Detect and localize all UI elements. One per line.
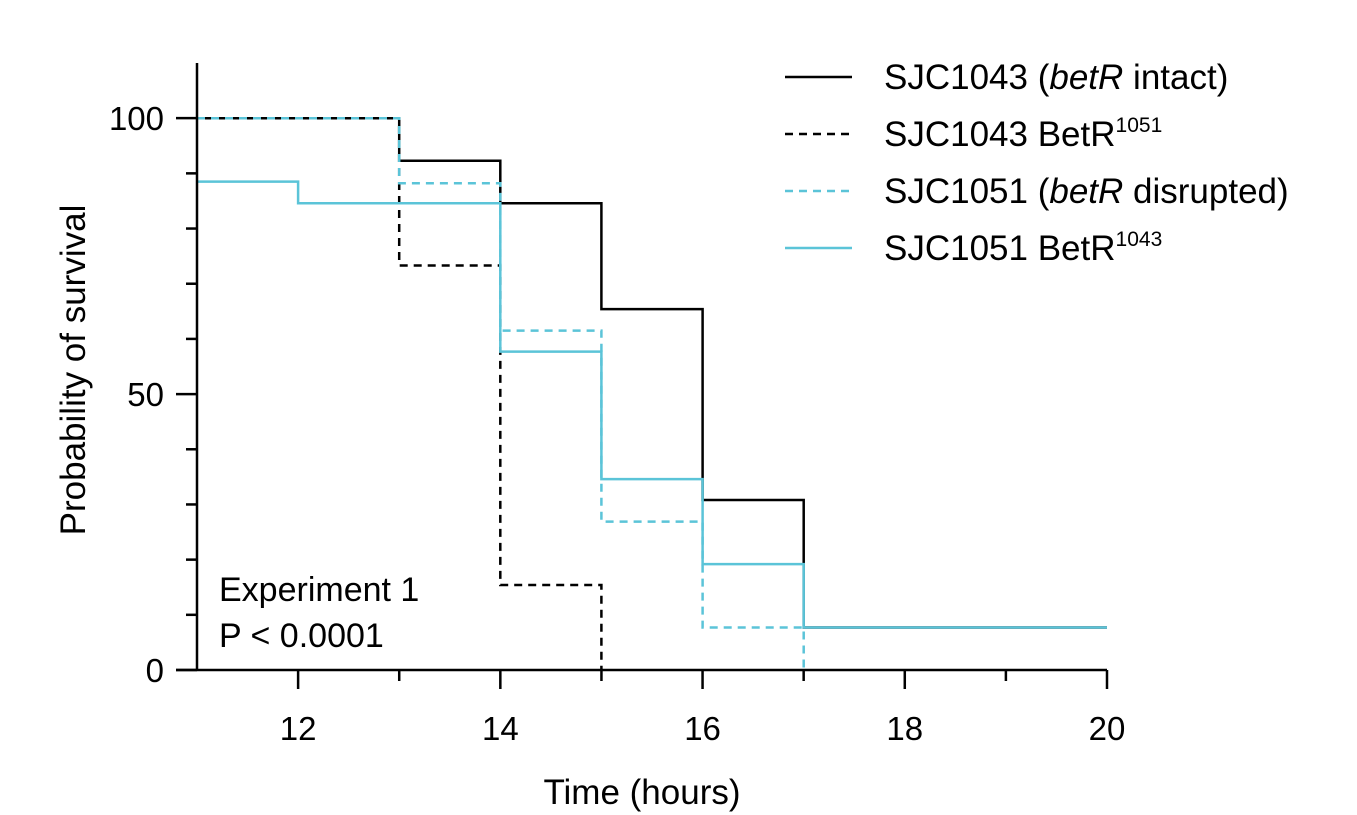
x-tick-label: 16 bbox=[684, 710, 721, 747]
legend-label: SJC1051 BetR1043 bbox=[884, 228, 1162, 268]
y-tick-label: 0 bbox=[146, 652, 164, 689]
y-tick-label: 50 bbox=[127, 376, 164, 413]
y-axis-title: Probability of survival bbox=[54, 205, 93, 536]
ticks-layer: 12 14 16 18 20 0 50 100 bbox=[109, 100, 1125, 747]
x-tick-label: 12 bbox=[280, 710, 317, 747]
x-tick-label: 14 bbox=[482, 710, 519, 747]
annotation-experiment: Experiment 1 bbox=[219, 571, 419, 609]
legend-label: SJC1043 (betR intact) bbox=[884, 58, 1228, 97]
x-tick-label: 20 bbox=[1089, 710, 1126, 747]
legend-item-3: SJC1051 (betR disrupted) bbox=[785, 172, 1289, 211]
series-layer bbox=[197, 116, 1107, 670]
series-line-3 bbox=[197, 116, 805, 670]
x-axis-title: Time (hours) bbox=[543, 773, 740, 812]
axes-layer bbox=[176, 63, 1107, 672]
legend-item-1: SJC1043 (betR intact) bbox=[785, 58, 1228, 97]
annotation-p-value: P < 0.0001 bbox=[219, 617, 384, 655]
series-line-1 bbox=[197, 116, 1107, 629]
series-line-4 bbox=[197, 180, 1107, 629]
legend-item-4: SJC1051 BetR1043 bbox=[785, 228, 1162, 268]
legend: SJC1043 (betR intact) SJC1043 BetR1051 SJC… bbox=[785, 58, 1289, 268]
legend-label: SJC1051 (betR disrupted) bbox=[884, 172, 1289, 211]
y-tick-label: 100 bbox=[109, 100, 164, 137]
x-tick-label: 18 bbox=[886, 710, 923, 747]
legend-item-2: SJC1043 BetR1051 bbox=[785, 114, 1162, 154]
legend-label: SJC1043 BetR1051 bbox=[884, 114, 1162, 154]
